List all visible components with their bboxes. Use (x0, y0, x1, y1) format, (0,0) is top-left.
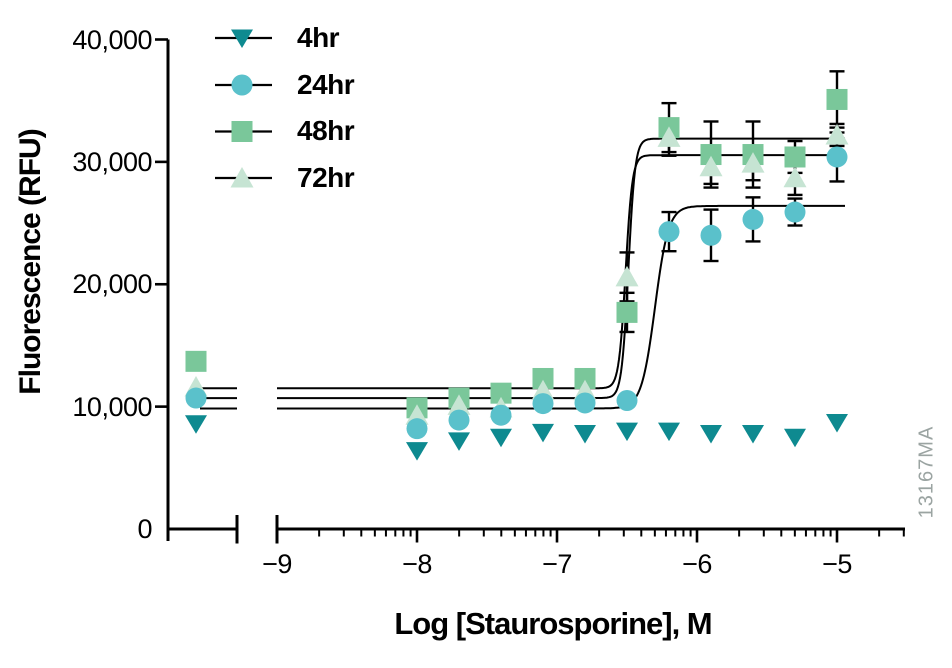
marker-24hr (658, 221, 680, 243)
marker-24hr (574, 392, 596, 414)
legend-label-24hr: 24hr (297, 69, 355, 100)
marker-4hr-control (185, 415, 207, 434)
marker-4hr (742, 425, 764, 444)
marker-72hr (447, 394, 471, 415)
legend-label-48hr: 48hr (297, 115, 355, 146)
marker-24hr (826, 146, 848, 168)
x-tick-label: −6 (682, 549, 712, 579)
marker-48hr (784, 146, 806, 168)
y-tick-label: 0 (137, 514, 152, 544)
marker-4hr (532, 423, 554, 443)
marker-24hr (700, 224, 722, 246)
marker-24hr (742, 208, 764, 230)
marker-4hr (490, 428, 512, 448)
legend-marker-48hr (231, 121, 253, 142)
marker-72hr (825, 123, 849, 145)
marker-4hr (700, 425, 722, 444)
marker-24hr (532, 393, 554, 415)
marker-72hr (783, 166, 807, 188)
marker-72hr (657, 126, 681, 147)
marker-4hr (406, 442, 428, 461)
x-tick-label: −9 (262, 549, 292, 579)
y-tick-label: 10,000 (72, 391, 152, 422)
marker-4hr (448, 432, 470, 451)
x-axis-title: Log [Staurosporine], M (394, 606, 712, 641)
y-tick-label: 30,000 (72, 146, 152, 177)
legend-label-4hr: 4hr (297, 22, 340, 53)
marker-48hr (532, 367, 554, 389)
x-tick-label: −8 (402, 549, 432, 579)
fit-curve-24hr (200, 204, 845, 410)
marker-72hr (405, 404, 429, 425)
marker-48hr (574, 367, 596, 389)
marker-48hr (616, 301, 638, 323)
marker-24hr (448, 409, 470, 431)
marker-72hr (741, 152, 765, 173)
legend-marker-4hr (231, 29, 253, 48)
x-tick-label: −5 (822, 549, 852, 579)
marker-24hr (406, 418, 428, 440)
legend-marker-24hr (231, 74, 253, 96)
marker-24hr-control (185, 387, 207, 409)
marker-72hr (699, 155, 723, 177)
marker-24hr (784, 201, 806, 223)
marker-4hr (826, 414, 848, 433)
marker-4hr (616, 422, 638, 442)
marker-4hr (658, 422, 680, 442)
legend-label-72hr: 72hr (297, 162, 355, 193)
y-tick-label: 40,000 (72, 24, 152, 55)
marker-48hr (826, 88, 848, 110)
marker-48hr-control (185, 350, 207, 372)
marker-24hr (616, 390, 638, 412)
watermark: 13167MA (915, 425, 938, 519)
marker-48hr (700, 144, 722, 166)
y-tick-label: 20,000 (72, 269, 152, 300)
marker-4hr (574, 425, 596, 444)
marker-72hr (615, 265, 639, 287)
marker-4hr (784, 428, 806, 448)
marker-24hr (490, 404, 512, 426)
x-tick-label: −7 (542, 549, 572, 579)
marker-48hr (490, 382, 512, 404)
legend-marker-72hr (230, 167, 254, 188)
